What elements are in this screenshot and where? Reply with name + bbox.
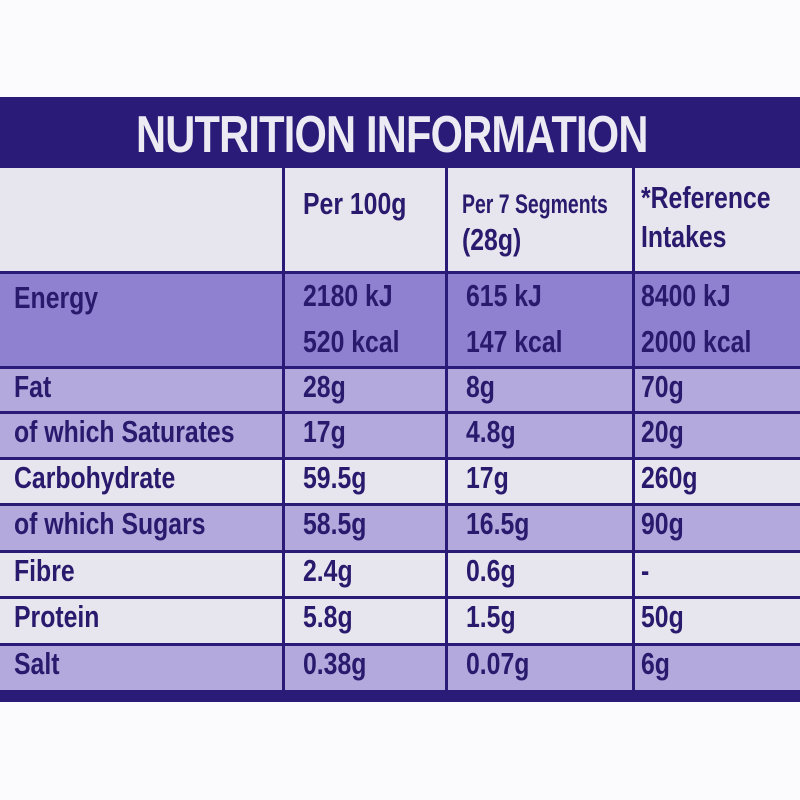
- value-per100: 0.38g: [303, 646, 367, 681]
- energy-reference-kj: 8400 kJ: [641, 278, 731, 313]
- nutrient-label: Carbohydrate: [14, 460, 176, 495]
- nutrient-label: of which Sugars: [14, 506, 206, 541]
- energy-row: Energy 2180 kJ 520 kcal 615 kJ 147 kcal …: [0, 274, 800, 366]
- title-text: NUTRITION INFORMATION: [136, 106, 648, 164]
- value-per100: 58.5g: [303, 506, 367, 541]
- header-row: Per 100g Per 7 Segments (28g) *Reference…: [0, 168, 800, 271]
- value-per100-cell: 28g: [285, 369, 445, 411]
- table-row: of which Sugars 58.5g 16.5g 90g: [0, 506, 800, 550]
- value-per-segments-cell: 1.5g: [448, 599, 632, 643]
- value-reference: 50g: [641, 599, 684, 634]
- value-per-segments-cell: 17g: [448, 460, 632, 503]
- energy-per-segments-cell: 615 kJ 147 kcal: [448, 274, 632, 366]
- energy-label: Energy: [14, 280, 99, 315]
- value-per-segments-cell: 8g: [448, 369, 632, 411]
- value-per100: 5.8g: [303, 599, 353, 634]
- nutrient-label: Protein: [14, 599, 100, 634]
- value-per-segments: 17g: [466, 460, 509, 495]
- value-reference: -: [641, 553, 650, 588]
- energy-per100-cell: 2180 kJ 520 kcal: [285, 274, 445, 366]
- value-per-segments: 4.8g: [466, 414, 516, 449]
- value-reference-cell: 6g: [635, 646, 800, 690]
- table-row: Fat 28g 8g 70g: [0, 369, 800, 411]
- energy-reference-cell: 8400 kJ 2000 kcal: [635, 274, 800, 366]
- value-per100-cell: 0.38g: [285, 646, 445, 690]
- value-reference: 6g: [641, 646, 670, 681]
- value-per100: 59.5g: [303, 460, 367, 495]
- value-per100: 17g: [303, 414, 346, 449]
- value-per100-cell: 2.4g: [285, 553, 445, 596]
- nutrient-label-cell: Salt: [0, 646, 282, 690]
- nutrient-label: Fat: [14, 369, 52, 404]
- value-reference-cell: 70g: [635, 369, 800, 411]
- value-per100-cell: 58.5g: [285, 506, 445, 550]
- header-per-segments-line2: (28g): [462, 222, 522, 257]
- header-per-segments: Per 7 Segments (28g): [448, 168, 632, 271]
- nutrient-label: Salt: [14, 646, 60, 681]
- energy-reference-kcal: 2000 kcal: [641, 324, 752, 359]
- table-row: Salt 0.38g 0.07g 6g: [0, 646, 800, 690]
- value-per-segments: 0.07g: [466, 646, 530, 681]
- table-row: Carbohydrate 59.5g 17g 260g: [0, 460, 800, 503]
- table-title: NUTRITION INFORMATION: [0, 97, 800, 167]
- value-per100-cell: 17g: [285, 414, 445, 457]
- value-per-segments-cell: 16.5g: [448, 506, 632, 550]
- table-row: of which Saturates 17g 4.8g 20g: [0, 414, 800, 457]
- nutrient-label-cell: Fat: [0, 369, 282, 411]
- header-reference-line1: *Reference: [641, 180, 771, 215]
- nutrient-label-cell: of which Saturates: [0, 414, 282, 457]
- energy-per100-kcal: 520 kcal: [303, 324, 400, 359]
- value-per-segments-cell: 4.8g: [448, 414, 632, 457]
- nutrient-label: Fibre: [14, 553, 75, 588]
- value-reference-cell: 50g: [635, 599, 800, 643]
- nutrient-label-cell: Carbohydrate: [0, 460, 282, 503]
- nutrient-label-cell: Fibre: [0, 553, 282, 596]
- energy-label-cell: Energy: [0, 274, 282, 366]
- header-empty-cell: [0, 168, 282, 271]
- value-reference: 20g: [641, 414, 684, 449]
- nutrient-label-cell: Protein: [0, 599, 282, 643]
- nutrient-label-cell: of which Sugars: [0, 506, 282, 550]
- value-reference-cell: 260g: [635, 460, 800, 503]
- value-reference: 70g: [641, 369, 684, 404]
- value-per-segments: 16.5g: [466, 506, 530, 541]
- header-per100-text: Per 100g: [303, 186, 407, 221]
- value-reference: 260g: [641, 460, 698, 495]
- energy-per-segments-kj: 615 kJ: [466, 278, 542, 313]
- header-reference-line2: Intakes: [641, 219, 727, 254]
- value-reference-cell: 90g: [635, 506, 800, 550]
- value-per-segments-cell: 0.6g: [448, 553, 632, 596]
- header-per100: Per 100g: [285, 168, 445, 271]
- value-per100-cell: 59.5g: [285, 460, 445, 503]
- table-row: Protein 5.8g 1.5g 50g: [0, 599, 800, 643]
- value-per-segments: 8g: [466, 369, 495, 404]
- value-per-segments: 1.5g: [466, 599, 516, 634]
- value-reference: 90g: [641, 506, 684, 541]
- energy-per-segments-kcal: 147 kcal: [466, 324, 563, 359]
- header-reference: *Reference Intakes: [635, 168, 800, 271]
- value-per-segments: 0.6g: [466, 553, 516, 588]
- table-row: Fibre 2.4g 0.6g -: [0, 553, 800, 596]
- value-per-segments-cell: 0.07g: [448, 646, 632, 690]
- nutrient-label: of which Saturates: [14, 414, 235, 449]
- value-reference-cell: 20g: [635, 414, 800, 457]
- value-per100: 2.4g: [303, 553, 353, 588]
- header-per-segments-line1: Per 7 Segments: [462, 189, 608, 219]
- energy-per100-kj: 2180 kJ: [303, 278, 393, 313]
- value-reference-cell: -: [635, 553, 800, 596]
- value-per100-cell: 5.8g: [285, 599, 445, 643]
- value-per100: 28g: [303, 369, 346, 404]
